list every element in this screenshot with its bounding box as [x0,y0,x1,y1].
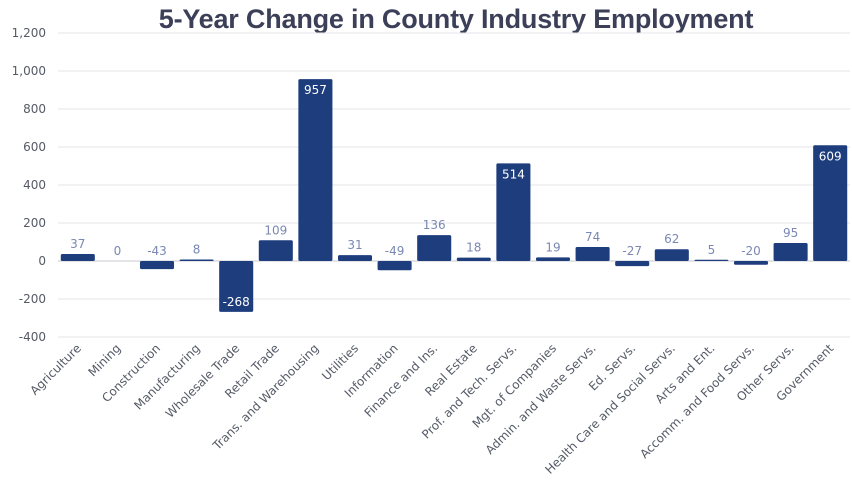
y-tick-label: 600 [23,140,46,154]
bar [298,79,333,261]
bar [219,261,254,312]
y-tick-label: 800 [23,102,46,116]
data-label: -20 [741,244,761,258]
bar [733,261,769,265]
x-category-label: Finance and Ins. [362,341,441,420]
bar [694,259,729,261]
bar [258,240,293,261]
data-label: 31 [347,238,362,252]
data-label: 62 [664,232,679,246]
data-label: 37 [70,237,85,251]
bar [773,242,808,261]
bar [179,259,214,261]
data-label: 5 [708,243,716,257]
bar [377,261,412,271]
data-label: -27 [622,244,642,258]
bar [60,253,95,261]
chart-title: 5-Year Change in County Industry Employm… [158,4,754,34]
bar [417,235,452,261]
bar [813,145,848,261]
data-label: 95 [783,226,798,240]
bar [654,249,689,261]
bar [615,261,650,267]
data-label: 136 [423,218,446,232]
y-tick-label: -200 [19,292,46,306]
bars [60,79,848,312]
bar [139,261,175,270]
bar [575,246,610,261]
data-label: 19 [545,240,560,254]
y-tick-label: -400 [19,330,46,344]
data-label: 109 [264,223,287,237]
bar [496,163,531,261]
data-label: -43 [147,244,167,258]
data-label: -268 [223,295,250,309]
grid-lines [58,32,850,338]
data-labels: 37 0 -43 8 -268 109 957 31 -49 136 18 514 19 74 -27 62 5… [70,83,841,309]
data-label: 8 [193,242,201,256]
y-tick-label: 200 [23,216,46,230]
data-label: -49 [385,244,405,258]
data-label: 514 [502,167,525,181]
bar [535,257,571,261]
data-label: 0 [114,244,122,258]
y-tick-label: 1,200 [12,26,46,40]
data-label: 957 [304,83,327,97]
data-label: 609 [819,149,842,163]
y-tick-label: 1,000 [12,64,46,78]
y-tick-label: 400 [23,178,46,192]
bar [337,255,373,261]
x-category-label: Mining [85,341,123,379]
x-category-label: Wholesale Trade [163,341,243,421]
x-category-label: Agriculture [27,341,84,398]
data-label: 18 [466,241,481,255]
data-label: 74 [585,230,600,244]
x-axis-labels: Agriculture MiningConstructionManufacturi… [27,341,836,477]
y-tick-label: 0 [38,254,46,268]
y-axis-ticks: -400 -200 0 200 400 600 800 1,000 1,200 [12,26,46,344]
bar [456,257,491,261]
